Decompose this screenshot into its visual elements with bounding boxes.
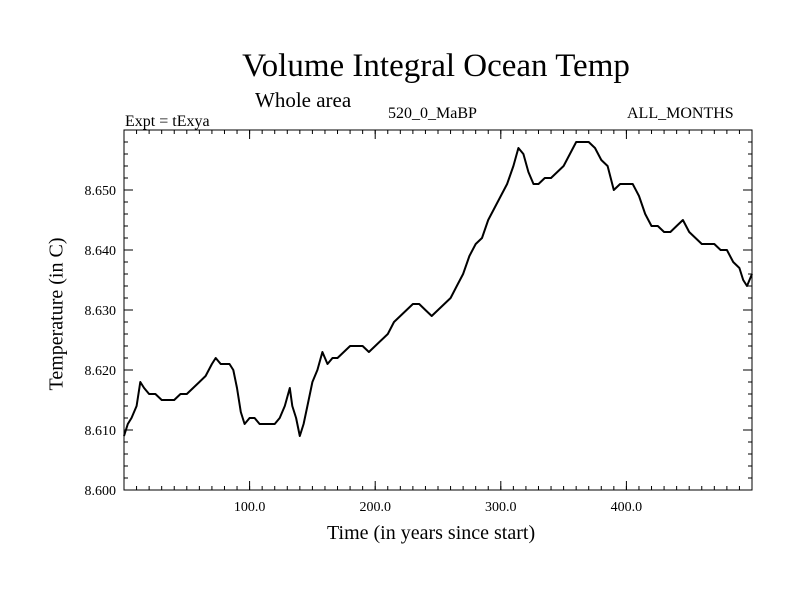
x-tick-label: 300.0 xyxy=(485,500,517,515)
y-tick-label: 8.620 xyxy=(85,364,117,379)
y-tick-label: 8.600 xyxy=(85,484,117,499)
y-tick-label: 8.650 xyxy=(85,184,117,199)
months-label: ALL_MONTHS xyxy=(627,105,734,122)
x-tick-label: 400.0 xyxy=(611,500,643,515)
series-line-0 xyxy=(123,141,753,437)
x-axis-label: Time (in years since start) xyxy=(327,522,536,544)
x-tick-label: 100.0 xyxy=(234,500,266,515)
x-tick-label: 200.0 xyxy=(359,500,391,515)
y-tick-label: 8.640 xyxy=(85,244,117,259)
y-tick-label: 8.610 xyxy=(85,424,117,439)
run-label: 520_0_MaBP xyxy=(388,105,477,122)
chart-subtitle: Whole area xyxy=(255,88,352,112)
experiment-label: Expt = tExya xyxy=(125,113,210,130)
y-tick-label: 8.630 xyxy=(85,304,117,319)
chart-title: Volume Integral Ocean Temp xyxy=(242,48,630,84)
